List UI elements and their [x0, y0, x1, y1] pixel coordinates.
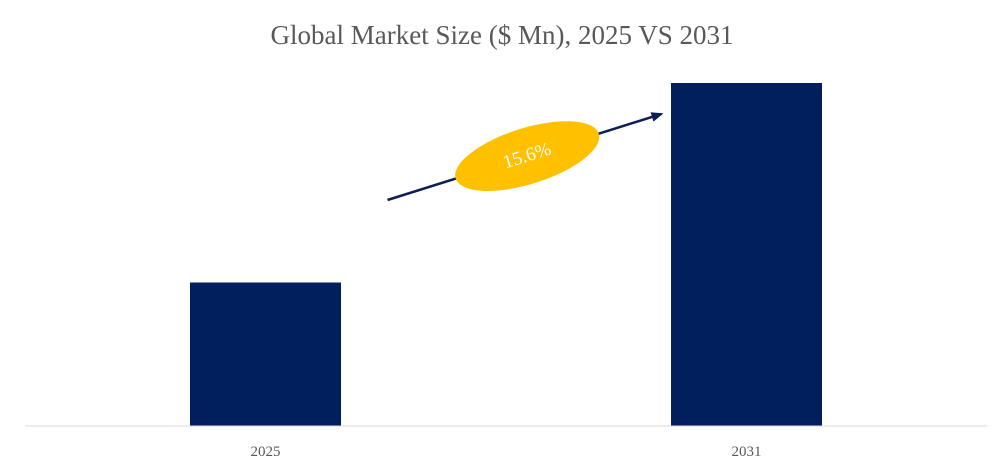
x-tick-label-2031: 2031 [732, 444, 762, 460]
bar-2025 [190, 282, 341, 426]
bar-2031 [671, 83, 822, 426]
x-tick-label-2025: 2025 [251, 444, 281, 460]
bars-layer [190, 83, 822, 426]
growth-badge [455, 121, 600, 191]
growth-annotation: 15.6% [387, 112, 664, 202]
chart-title: Global Market Size ($ Mn), 2025 VS 2031 [271, 20, 734, 50]
x-axis-ticks: 2025 2031 [251, 444, 762, 460]
